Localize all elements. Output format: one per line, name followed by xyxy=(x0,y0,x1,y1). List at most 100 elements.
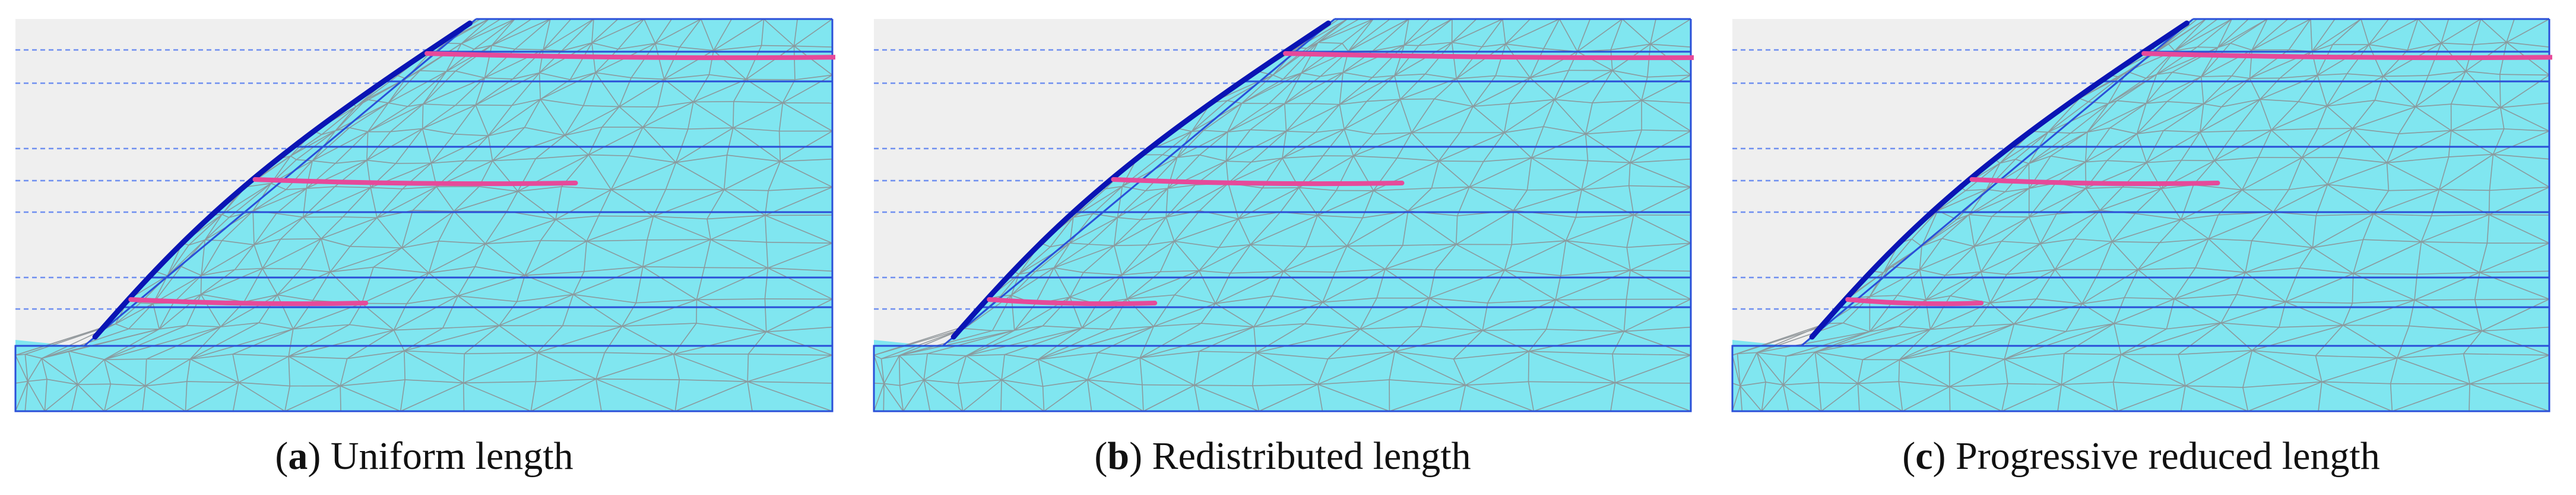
mesh-edge xyxy=(1950,271,1982,297)
mesh-edge xyxy=(2242,381,2322,388)
mesh-edge xyxy=(675,128,689,163)
mesh-edge xyxy=(1453,351,1529,360)
mesh-edge xyxy=(2373,190,2390,215)
mesh-edge xyxy=(2382,75,2429,77)
mesh-edge xyxy=(1194,352,1257,386)
mesh-edge xyxy=(1899,381,1950,387)
mesh-edge xyxy=(1647,74,1691,78)
mesh-edge xyxy=(2001,216,2030,242)
mesh-edge xyxy=(2111,213,2136,242)
mesh-edge xyxy=(1121,275,1128,299)
mesh-edge xyxy=(2397,326,2410,358)
mesh-edge xyxy=(235,268,263,270)
mesh-edge xyxy=(2260,74,2318,100)
mesh-edge xyxy=(1268,72,1302,104)
mesh-edge xyxy=(2337,128,2353,158)
mesh-edge xyxy=(2065,323,2115,332)
mesh-edge xyxy=(1582,185,1629,190)
mesh-edge xyxy=(1317,18,1374,43)
mesh-edge xyxy=(966,325,1043,357)
mesh-edge xyxy=(1342,45,1405,73)
mesh-edge xyxy=(765,187,833,216)
mesh-edge xyxy=(1814,351,1858,384)
mesh-edge xyxy=(538,72,541,100)
mesh-edge xyxy=(1577,18,1591,52)
mesh-edge xyxy=(611,162,676,190)
mesh-edge xyxy=(1043,325,1082,329)
mesh-edge xyxy=(361,267,374,304)
mesh-edge xyxy=(1898,382,1903,412)
mesh-edge xyxy=(71,384,78,412)
mesh-edge xyxy=(653,216,711,240)
mesh-edge xyxy=(2382,49,2408,77)
mesh-edge xyxy=(1465,351,1529,386)
mesh-edge xyxy=(687,127,733,130)
mesh-edge xyxy=(584,266,643,272)
mesh-edge xyxy=(2121,328,2167,355)
mesh-edge xyxy=(1504,269,1556,301)
mesh-edge xyxy=(221,240,255,245)
mesh-edge xyxy=(1815,331,1870,353)
mesh-edge xyxy=(2174,18,2232,52)
caption-c-letter: c xyxy=(1915,434,1933,478)
mesh-edge xyxy=(1360,298,1430,330)
mesh-edge xyxy=(1456,187,1470,216)
mesh-edge xyxy=(404,327,443,352)
mesh-edge xyxy=(2392,383,2470,412)
mesh-edge xyxy=(2036,269,2056,299)
mesh-edge xyxy=(1367,99,1401,102)
mesh-edge xyxy=(2317,106,2328,129)
mesh-edge xyxy=(1284,103,1287,131)
mesh-edge xyxy=(1968,215,1975,247)
mesh-edge xyxy=(572,271,585,295)
mesh-edge xyxy=(1930,325,1973,330)
mesh-edge xyxy=(1097,326,1154,354)
mesh-edge xyxy=(1623,299,1627,332)
mesh-edge xyxy=(77,359,105,385)
mesh-edge xyxy=(284,385,341,412)
mesh-edge xyxy=(1360,298,1377,330)
mesh-edge xyxy=(1230,270,1284,274)
mesh-edge xyxy=(923,379,964,412)
mesh-edge xyxy=(1431,187,1469,189)
mesh-edge xyxy=(1225,129,1251,162)
mesh-edge xyxy=(1526,157,1532,190)
mesh-edge xyxy=(1121,271,1161,276)
mesh-edge xyxy=(1286,104,1340,132)
mesh-edge xyxy=(2499,74,2550,76)
mesh-edge xyxy=(464,135,489,162)
mesh-edge xyxy=(2245,247,2313,273)
mesh-edge xyxy=(1038,329,1110,360)
mesh-edge xyxy=(401,210,454,248)
mesh-edge xyxy=(488,127,525,137)
mesh-edge xyxy=(2302,128,2353,158)
mesh-edge xyxy=(1650,43,1691,48)
mesh-edge xyxy=(2007,383,2062,385)
mesh-edge xyxy=(555,186,562,220)
mesh-edge xyxy=(1782,384,1789,412)
mesh-edge xyxy=(1897,295,1927,301)
mesh-edge xyxy=(1782,356,1787,385)
mesh-edge xyxy=(1504,269,1561,276)
mesh-edge xyxy=(1073,213,1093,218)
mesh-edge xyxy=(1174,218,1239,242)
mesh-edge xyxy=(2315,355,2397,359)
mesh-edge xyxy=(2137,269,2175,299)
mesh-edge xyxy=(2315,355,2322,382)
mesh-edge xyxy=(899,330,1015,357)
mesh-edge xyxy=(2466,71,2500,75)
mesh-edge xyxy=(2181,160,2214,162)
mesh-edge xyxy=(1628,162,1631,186)
mesh-edge xyxy=(1502,18,1506,45)
mesh-edge xyxy=(173,275,202,304)
mesh-edge xyxy=(457,295,500,326)
mesh-edge xyxy=(1227,103,1285,133)
mesh-edge xyxy=(1627,242,1691,248)
mesh-edge xyxy=(1899,326,1973,361)
mesh-edge xyxy=(419,43,462,71)
mesh-edge xyxy=(1622,18,1651,45)
mesh-edge xyxy=(604,326,623,353)
mesh-edge xyxy=(1283,270,1323,303)
mesh-edge xyxy=(2085,133,2137,163)
mesh-edge xyxy=(761,18,765,46)
